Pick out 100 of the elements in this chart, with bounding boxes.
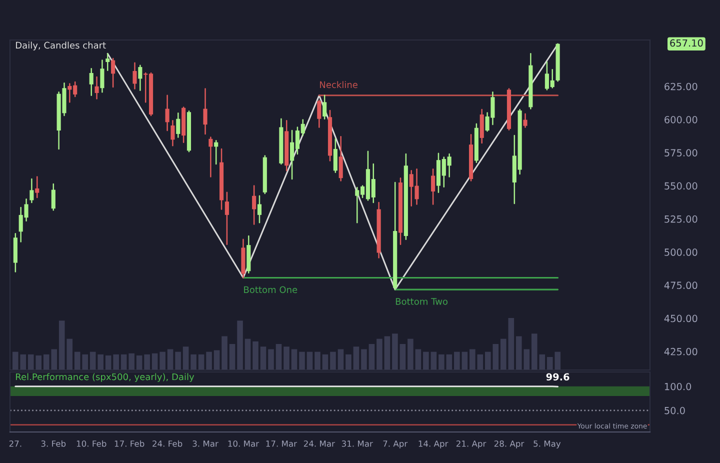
x-tick-label: 3. Feb xyxy=(41,440,66,447)
bar xyxy=(376,338,382,370)
x-tick-label: 28. Apr xyxy=(494,440,524,448)
x-tick-label: 17. Mar xyxy=(266,440,297,447)
candlestick xyxy=(100,60,104,93)
x-tick-label: 21. Apr xyxy=(456,440,486,448)
y-tick-label: 625.00 xyxy=(664,82,698,90)
candlestick xyxy=(111,58,116,88)
chart-title: Rel.Performance (spx500, yearly), Daily xyxy=(16,373,194,382)
annotation: Neckline xyxy=(320,81,358,88)
bar xyxy=(268,349,274,370)
x-tick-label: 10. Feb xyxy=(76,440,106,447)
x-tick-label: 24. Feb xyxy=(152,440,182,447)
x-tick-label: 5. May xyxy=(534,440,561,448)
bar xyxy=(415,349,422,370)
annotation: Bottom Two xyxy=(396,298,448,305)
bar xyxy=(82,354,88,370)
bar xyxy=(314,352,320,370)
bar xyxy=(74,352,80,370)
candlestick xyxy=(89,68,94,96)
candlestick xyxy=(30,178,34,204)
candlestick xyxy=(138,64,142,91)
bar xyxy=(252,341,258,370)
y-tick-label: 500.00 xyxy=(664,248,698,256)
candlestick xyxy=(51,183,56,211)
bar xyxy=(237,320,243,370)
bar xyxy=(299,352,305,370)
bar xyxy=(136,355,142,370)
y-tick-label: 600.00 xyxy=(664,116,698,124)
bar xyxy=(462,352,468,370)
bar xyxy=(322,354,328,370)
x-tick-label: 14. Apr xyxy=(418,440,448,448)
y-tick-label: 425.00 xyxy=(664,348,698,356)
x-tick-label: 7. Apr xyxy=(383,440,408,448)
bar xyxy=(198,354,204,370)
bar xyxy=(160,352,166,370)
bar xyxy=(338,349,344,370)
bar xyxy=(244,338,251,370)
bar xyxy=(446,354,452,370)
candlestick xyxy=(106,53,110,71)
bar xyxy=(182,346,189,370)
y-tick-label: 525.00 xyxy=(664,215,698,223)
x-tick-label: 27. xyxy=(9,440,22,447)
bar xyxy=(423,352,429,370)
candlestick xyxy=(523,113,528,128)
candlestick xyxy=(35,176,40,198)
annotation: 99.6 xyxy=(546,373,570,381)
y-tick-label: 575.00 xyxy=(664,149,698,156)
bar xyxy=(105,355,112,370)
bar xyxy=(113,354,119,370)
x-tick-label: 17. Feb xyxy=(114,440,144,447)
candlestick xyxy=(480,108,484,144)
y-tick-label: 100.0 xyxy=(664,382,692,390)
bar xyxy=(306,352,313,370)
bar xyxy=(470,349,476,370)
bar xyxy=(222,336,228,370)
bar xyxy=(175,352,181,370)
bar xyxy=(90,352,96,370)
x-tick-label: 3. Mar xyxy=(192,440,218,447)
bar xyxy=(353,346,360,370)
bar xyxy=(430,352,437,370)
candlestick xyxy=(94,76,99,100)
bar xyxy=(167,349,174,370)
bar xyxy=(120,354,127,370)
candlestick xyxy=(170,120,175,146)
bar xyxy=(346,354,352,370)
y-tick-label: 50.0 xyxy=(664,406,685,414)
y-tick-label: 550.00 xyxy=(664,182,698,190)
bar xyxy=(152,353,158,370)
text: 657.10 xyxy=(670,39,703,47)
x-tick-label: 31. Mar xyxy=(342,440,373,447)
chart-title: Daily, Candles chart xyxy=(16,42,106,50)
bar xyxy=(291,349,298,370)
y-tick-label: 475.00 xyxy=(664,282,698,290)
bar xyxy=(128,353,134,370)
y-tick-label: 450.00 xyxy=(664,314,698,322)
bar xyxy=(214,350,220,370)
x-tick-label: 24. Mar xyxy=(304,440,335,447)
x-tick-label: 10. Mar xyxy=(228,440,260,447)
bar xyxy=(260,346,266,370)
bar xyxy=(400,344,406,370)
bar xyxy=(408,338,414,370)
candlestick xyxy=(165,94,170,132)
candlestick xyxy=(431,168,436,205)
bar xyxy=(361,349,367,370)
bar xyxy=(284,346,290,370)
bar xyxy=(477,354,484,370)
bar xyxy=(392,334,398,370)
bar xyxy=(206,352,212,370)
candlestick xyxy=(132,62,137,90)
bar xyxy=(368,344,375,370)
bar xyxy=(229,344,236,370)
bar xyxy=(98,354,104,370)
annotation: Bottom One xyxy=(244,286,298,294)
bar xyxy=(190,354,196,370)
bar xyxy=(144,354,150,370)
bar xyxy=(438,354,444,370)
bar xyxy=(276,344,282,370)
bar xyxy=(384,336,390,370)
bar xyxy=(330,352,336,370)
